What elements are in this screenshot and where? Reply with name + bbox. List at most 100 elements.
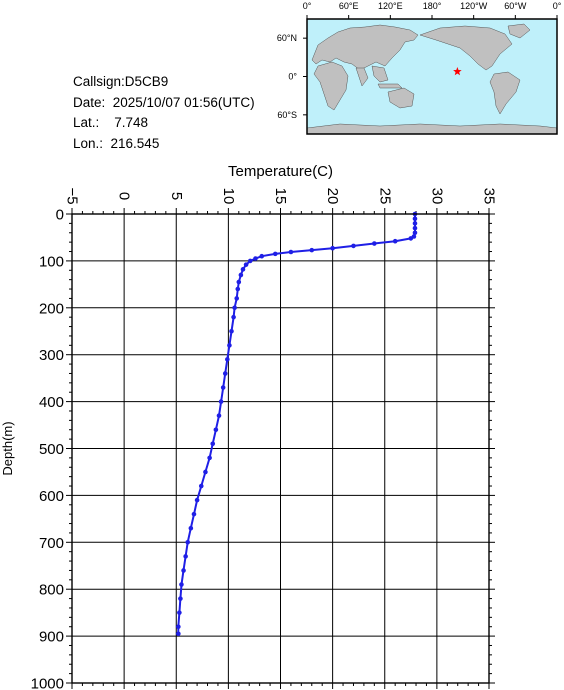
data-point — [232, 305, 237, 311]
y-tick-label: 300 — [39, 347, 64, 364]
y-tick-label: 100 — [39, 253, 64, 270]
y-tick-label: 700 — [39, 535, 64, 552]
map-land — [306, 23, 558, 135]
y-tick-label: 1000 — [31, 676, 64, 690]
data-point — [216, 413, 222, 418]
latitude-label: Lat.: 7.748 — [73, 115, 149, 130]
data-point — [240, 267, 246, 272]
x-tick-label: 35 — [481, 188, 498, 205]
map-location-marker — [453, 67, 462, 76]
x-tick-label: 20 — [324, 188, 341, 205]
data-point — [412, 221, 418, 226]
map-lon-label: 60°W — [504, 1, 527, 11]
data-point — [234, 296, 240, 301]
land-india — [355, 67, 369, 87]
data-point — [243, 262, 249, 267]
data-point — [179, 582, 184, 587]
data-point — [176, 624, 181, 630]
map-lon-label: 180° — [423, 1, 442, 11]
data-point — [412, 216, 418, 221]
station-info: Callsign:D5CB9 Date: 2025/10/07 01:56(UT… — [73, 72, 255, 154]
y-axis-label: Depth(m) — [0, 421, 15, 475]
data-point — [408, 236, 414, 241]
land-indonesia — [377, 83, 403, 89]
plot-frame — [71, 213, 490, 684]
map-lon-label: 120°E — [378, 1, 403, 11]
x-tick-label: 10 — [220, 188, 237, 205]
x-tick-label: 25 — [376, 188, 393, 205]
chart-grid — [71, 213, 490, 684]
data-point — [392, 238, 398, 244]
x-tick-label: 30 — [428, 188, 445, 205]
data-point — [210, 441, 216, 447]
data-point — [412, 230, 418, 236]
x-tick-labels: −5 0 5 10 15 20 25 30 35 — [64, 187, 498, 204]
land-se-asia — [371, 65, 389, 83]
map-lon-label: 0° — [553, 1, 562, 11]
data-point — [183, 554, 188, 559]
y-tick-label: 0 — [56, 207, 64, 224]
data-point — [198, 483, 204, 489]
data-point — [220, 385, 226, 390]
data-point — [259, 253, 265, 259]
data-point — [229, 328, 234, 334]
y-tick-label: 600 — [39, 488, 64, 505]
data-point — [188, 525, 194, 531]
y-tick-label: 400 — [39, 394, 64, 411]
data-point — [185, 540, 191, 545]
x-axis-label: Temperature(C) — [228, 163, 333, 180]
y-tick-label: 900 — [39, 629, 64, 646]
land-greenland — [507, 23, 531, 39]
y-tick-label: 200 — [39, 300, 64, 317]
data-point — [203, 469, 208, 475]
map-lon-label: 120°W — [460, 1, 488, 11]
data-point — [194, 497, 200, 503]
map-lat-label: 60°S — [277, 110, 297, 120]
map-lat-label: 0° — [288, 72, 297, 82]
longitude-label: Lon.: 216.545 — [73, 135, 160, 151]
data-point — [177, 610, 182, 615]
data-point — [176, 631, 181, 637]
land-australia — [387, 87, 415, 109]
y-tick-label: 500 — [39, 441, 64, 458]
x-tick-label: 15 — [272, 188, 289, 205]
data-point — [236, 279, 242, 285]
data-point — [231, 314, 236, 320]
data-point — [309, 247, 315, 253]
data-point — [207, 455, 212, 461]
series-layer — [176, 211, 418, 637]
y-tick-labels: 0 100 200 300 400 500 600 700 800 900 1000 — [31, 207, 64, 690]
callsign-label: Callsign:D5CB9 — [73, 74, 169, 89]
data-point — [213, 427, 219, 433]
data-point — [288, 249, 294, 255]
data-point — [351, 243, 356, 249]
x-tick-label: 5 — [168, 192, 185, 200]
date-label: Date: 2025/10/07 01:56(UTC) — [73, 94, 255, 110]
data-point — [227, 343, 232, 348]
data-point — [178, 596, 183, 601]
data-point — [238, 272, 244, 278]
land-north-america — [419, 25, 513, 71]
data-point — [222, 371, 228, 376]
data-point — [412, 225, 418, 231]
land-africa — [313, 61, 349, 111]
data-point — [181, 568, 186, 573]
x-tick-label: −5 — [64, 187, 81, 204]
map-lon-label: 0° — [303, 1, 312, 11]
data-point — [330, 245, 335, 251]
y-tick-label: 800 — [39, 582, 64, 599]
data-point — [253, 256, 258, 261]
data-point — [225, 357, 230, 362]
data-point — [235, 286, 241, 292]
x-tick-label: 0 — [116, 192, 133, 200]
map-labels: 0° 60°E 120°E 180° 120°W 60°W 0° 60°N 0° 60°S — [277, 1, 562, 120]
data-point — [247, 258, 253, 264]
map-lat-label: 60°N — [277, 33, 297, 43]
data-point — [272, 251, 278, 257]
temperature-profile-line — [177, 214, 416, 634]
land-south-america — [489, 71, 521, 115]
data-point — [191, 511, 197, 517]
map-lon-label: 60°E — [339, 1, 359, 11]
